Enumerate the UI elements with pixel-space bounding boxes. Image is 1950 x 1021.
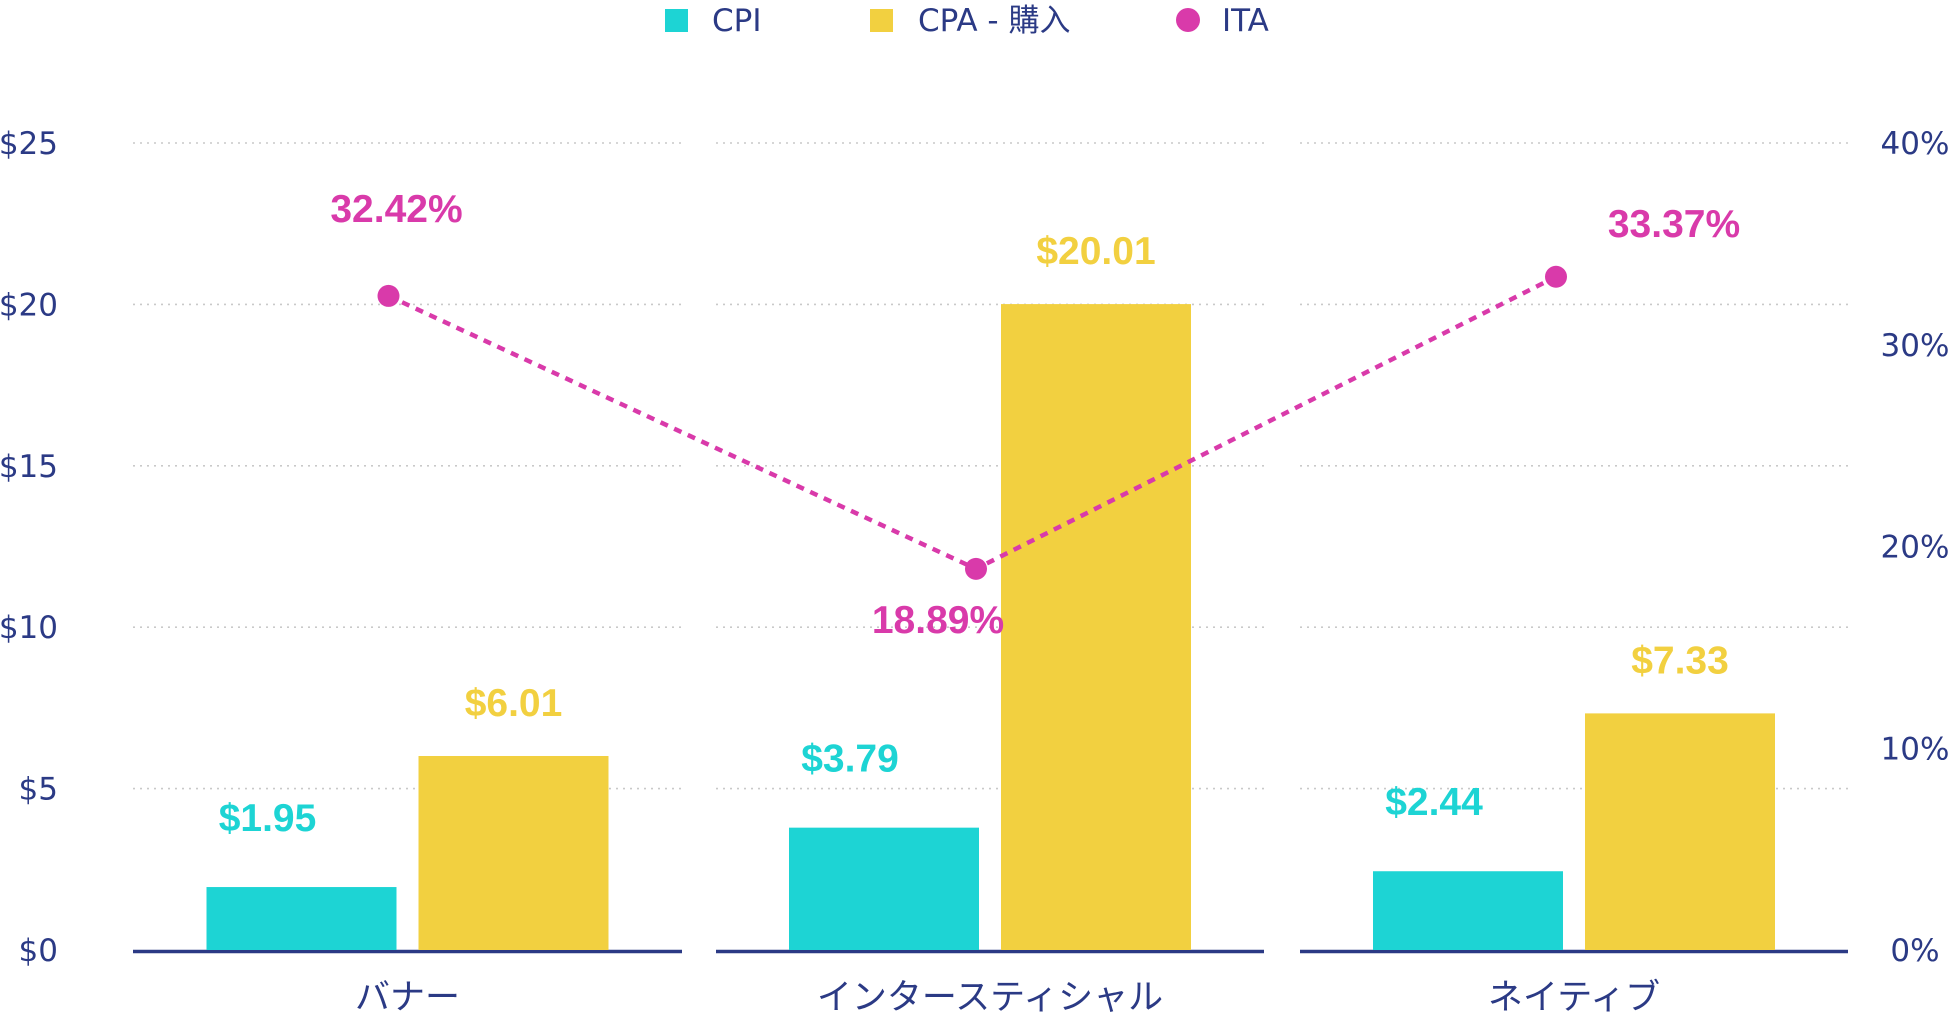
ita-point [377,284,400,307]
right-axis-tick-label: 0% [1890,933,1939,969]
legend-label: ITA [1222,3,1269,39]
right-axis-tick-label: 10% [1881,731,1950,767]
ita-value-label: 33.37% [1608,203,1740,246]
left-axis-tick-label: $0 [19,933,58,969]
bar-cpi [206,887,397,950]
ita-line [387,274,1558,572]
bar-cpi [789,827,979,950]
bar-value-label-cpi: $3.79 [801,738,899,781]
category-label: バナー [355,978,460,1018]
bar-value-label-cpa: $20.01 [1036,230,1155,273]
right-axis-tick-label: 30% [1881,328,1950,364]
bar-value-label-cpa: $6.01 [465,682,563,725]
bar-cpa [418,755,609,950]
legend-swatch-square [665,9,688,32]
legend-swatch-circle [1176,8,1200,32]
left-axis-tick-label: $15 [0,449,58,485]
bar-value-label-cpi: $2.44 [1385,781,1483,824]
bar-cpa [1585,713,1775,950]
bar-value-label-cpi: $1.95 [219,797,317,840]
ita-value-label: 32.42% [330,188,462,231]
left-axis-tick-label: $20 [0,287,58,323]
left-axis-tick-label: $10 [0,610,58,646]
legend-label: CPI [712,3,761,39]
bar-cpi [1373,871,1563,950]
ita-point [965,557,987,580]
right-axis-tick-label: 40% [1881,126,1950,162]
left-axis-tick-label: $5 [19,772,58,808]
ita-point [1545,265,1567,288]
bar-cpa [1001,304,1191,950]
left-axis-tick-label: $25 [0,126,58,162]
category-label: インタースティシャル [817,978,1163,1018]
legend-label: CPA - 購入 [918,3,1070,39]
category-label: ネイティブ [1488,978,1660,1018]
right-axis-tick-label: 20% [1881,530,1950,566]
bar-value-label-cpa: $7.33 [1631,639,1729,682]
ita-value-label: 18.89% [872,599,1004,642]
legend-swatch-square [870,9,893,32]
